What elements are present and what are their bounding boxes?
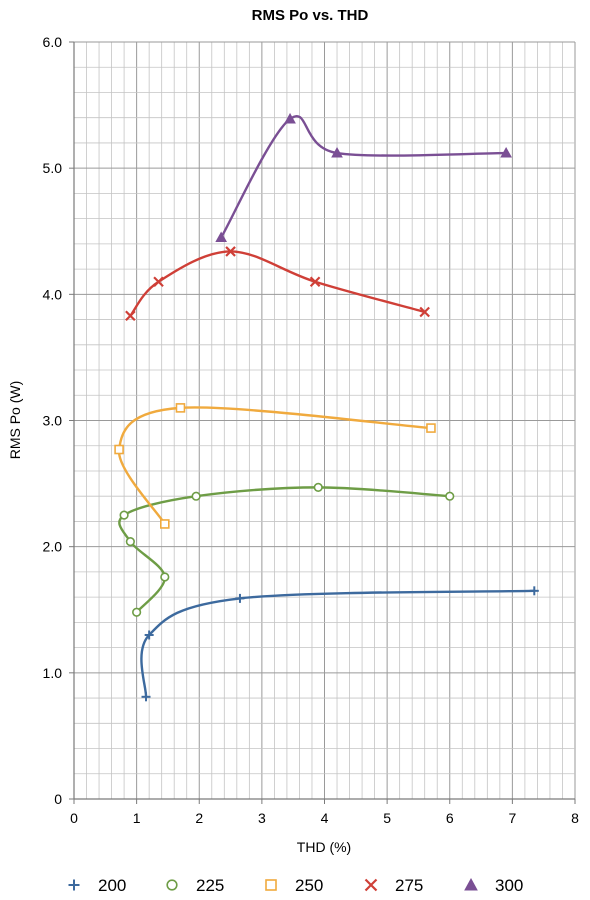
legend-label: 225 <box>196 876 224 895</box>
series <box>114 112 539 702</box>
x-axis-label: THD (%) <box>297 839 351 855</box>
series-line <box>219 115 508 239</box>
legend-marker <box>464 877 478 891</box>
x-tick-label: 4 <box>321 810 329 826</box>
data-point <box>191 491 201 501</box>
data-point <box>331 146 343 158</box>
y-tick-label: 1.0 <box>43 665 63 681</box>
y-tick-label: 5.0 <box>43 160 63 176</box>
x-tick-label: 8 <box>571 810 579 826</box>
data-point <box>225 246 236 257</box>
legend-marker <box>68 879 80 891</box>
series-250 <box>114 403 436 529</box>
data-point <box>160 519 170 529</box>
data-point <box>141 692 151 702</box>
chart-title: RMS Po vs. THD <box>252 7 369 24</box>
legend-item-300: 300 <box>464 876 523 895</box>
legend-item-250: 250 <box>265 876 323 895</box>
legend-item-225: 225 <box>166 876 224 895</box>
legend-label: 200 <box>98 876 126 895</box>
series-line <box>118 486 451 614</box>
x-tick-label: 2 <box>195 810 203 826</box>
data-point <box>175 403 186 413</box>
legend-marker <box>166 879 178 891</box>
series-300 <box>215 112 512 243</box>
data-point <box>160 572 170 582</box>
y-axis-label: RMS Po (W) <box>7 381 23 460</box>
data-point <box>309 276 321 287</box>
series-line <box>129 250 426 317</box>
legend-item-200: 200 <box>68 876 126 895</box>
data-point <box>529 586 539 596</box>
data-point <box>144 630 154 640</box>
x-tick-label: 0 <box>70 810 78 826</box>
series-line <box>117 406 433 526</box>
x-tick-label: 3 <box>258 810 266 826</box>
data-point <box>235 593 245 603</box>
legend: 200 225 250 275 300 <box>68 876 523 895</box>
x-tick-label: 5 <box>383 810 391 826</box>
data-point <box>153 276 164 287</box>
legend-label: 275 <box>395 876 423 895</box>
legend-marker <box>265 879 277 891</box>
data-point <box>125 537 135 547</box>
series-line <box>140 589 536 698</box>
series-275 <box>125 246 430 322</box>
data-point <box>119 510 129 520</box>
data-point <box>132 607 142 617</box>
data-point <box>500 146 512 158</box>
data-point <box>284 112 296 124</box>
y-tick-label: 0 <box>54 791 62 807</box>
series-225 <box>118 482 455 617</box>
y-tick-label: 6.0 <box>43 34 63 50</box>
legend-label: 300 <box>495 876 523 895</box>
y-tick-label: 4.0 <box>43 286 63 302</box>
x-tick-label: 7 <box>508 810 516 826</box>
data-point <box>445 491 455 501</box>
x-tick-label: 6 <box>446 810 454 826</box>
x-tick-label: 1 <box>133 810 141 826</box>
y-tick-label: 2.0 <box>43 539 63 555</box>
y-tick-label: 3.0 <box>43 413 63 429</box>
grid <box>69 41 576 804</box>
data-point <box>313 482 323 492</box>
data-point <box>419 306 430 318</box>
data-point <box>125 310 136 322</box>
legend-item-275: 275 <box>364 876 423 895</box>
series-200 <box>140 586 539 702</box>
legend-label: 250 <box>295 876 323 895</box>
data-point <box>426 423 436 433</box>
legend-marker <box>364 878 378 892</box>
tick-labels: 0 1 2 3 4 5 6 7 8 0 1.0 2.0 3.0 4.0 5.0 6.0 <box>43 34 580 826</box>
data-point <box>215 231 228 243</box>
data-point <box>114 444 124 455</box>
